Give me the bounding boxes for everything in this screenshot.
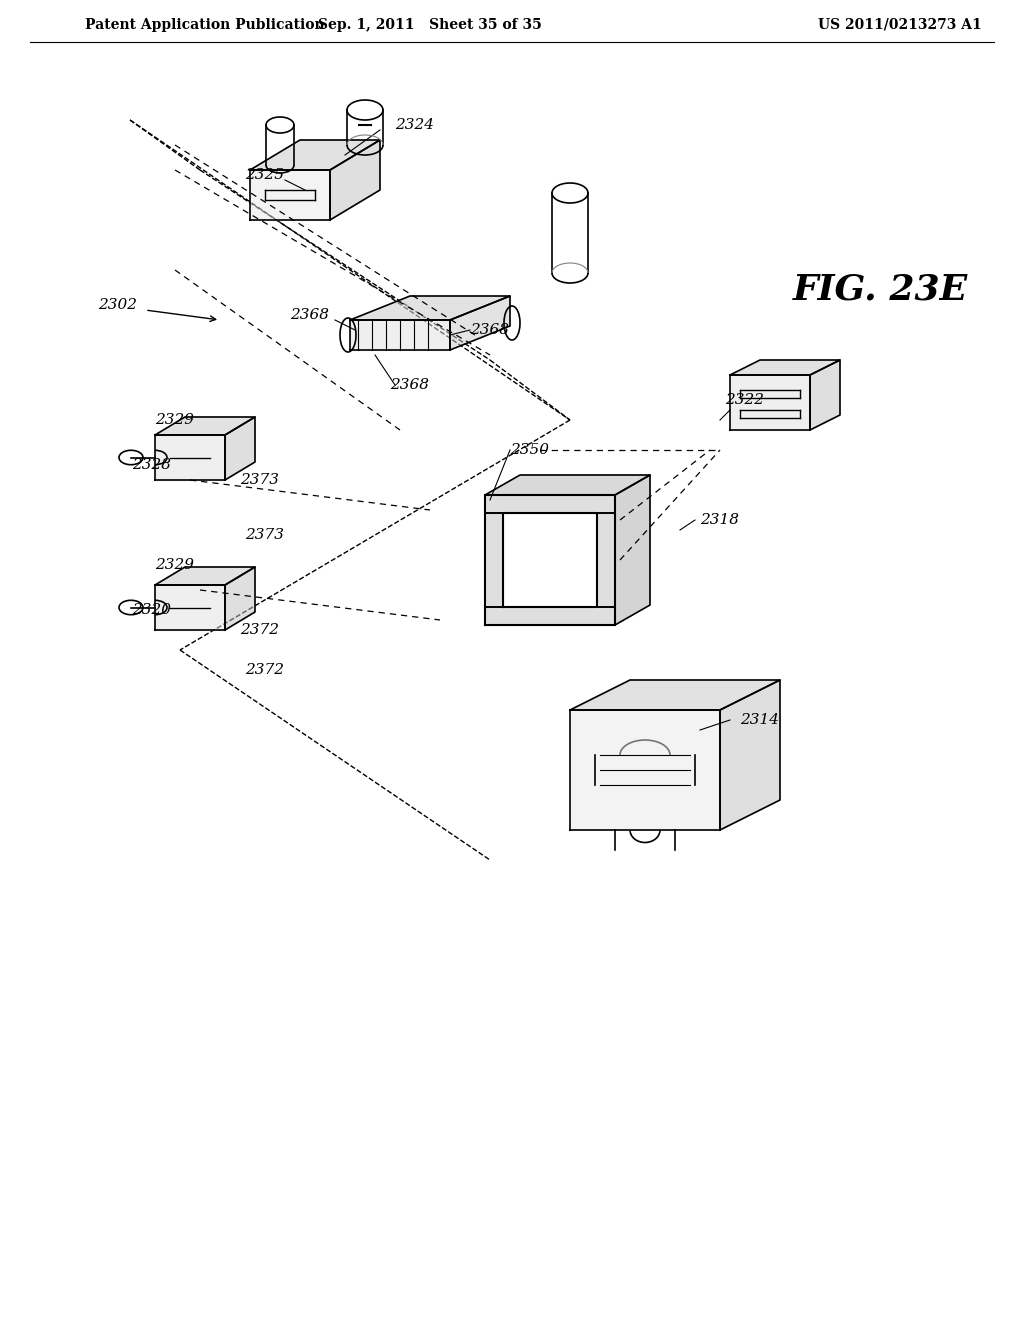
Text: 2320: 2320 xyxy=(132,603,171,616)
Text: 2328: 2328 xyxy=(132,458,171,473)
Polygon shape xyxy=(615,475,650,624)
Polygon shape xyxy=(485,513,503,607)
Polygon shape xyxy=(225,568,255,630)
Polygon shape xyxy=(330,140,380,220)
Polygon shape xyxy=(155,417,255,436)
Polygon shape xyxy=(730,360,840,375)
Text: 2325: 2325 xyxy=(246,168,285,182)
Polygon shape xyxy=(225,417,255,480)
Text: 2372: 2372 xyxy=(241,623,280,638)
Polygon shape xyxy=(570,710,720,830)
Text: 2322: 2322 xyxy=(725,393,765,407)
Polygon shape xyxy=(250,170,330,220)
Text: FIG. 23E: FIG. 23E xyxy=(793,273,968,308)
Text: 2350: 2350 xyxy=(511,444,550,457)
Text: 2329: 2329 xyxy=(156,558,195,572)
Text: 2324: 2324 xyxy=(395,117,434,132)
Text: 2318: 2318 xyxy=(700,513,739,527)
Polygon shape xyxy=(810,360,840,430)
Polygon shape xyxy=(720,680,780,830)
Polygon shape xyxy=(485,475,650,495)
Text: 2373: 2373 xyxy=(246,528,285,543)
Text: Sep. 1, 2011   Sheet 35 of 35: Sep. 1, 2011 Sheet 35 of 35 xyxy=(318,18,542,32)
Text: Patent Application Publication: Patent Application Publication xyxy=(85,18,325,32)
Polygon shape xyxy=(155,585,225,630)
Polygon shape xyxy=(597,513,615,607)
Polygon shape xyxy=(485,495,615,513)
Polygon shape xyxy=(155,436,225,480)
Text: 2368: 2368 xyxy=(470,323,510,337)
Polygon shape xyxy=(450,296,510,350)
Text: US 2011/0213273 A1: US 2011/0213273 A1 xyxy=(818,18,982,32)
Polygon shape xyxy=(485,607,615,624)
Polygon shape xyxy=(250,140,380,170)
Polygon shape xyxy=(730,375,810,430)
Polygon shape xyxy=(570,680,780,710)
Text: 2302: 2302 xyxy=(98,298,137,312)
Text: 2329: 2329 xyxy=(156,413,195,426)
Text: 2368: 2368 xyxy=(291,308,330,322)
Polygon shape xyxy=(350,319,450,350)
Text: 2373: 2373 xyxy=(241,473,280,487)
Polygon shape xyxy=(350,296,510,319)
Polygon shape xyxy=(155,568,255,585)
Text: 2368: 2368 xyxy=(390,378,429,392)
Text: 2314: 2314 xyxy=(740,713,779,727)
Text: 2372: 2372 xyxy=(246,663,285,677)
